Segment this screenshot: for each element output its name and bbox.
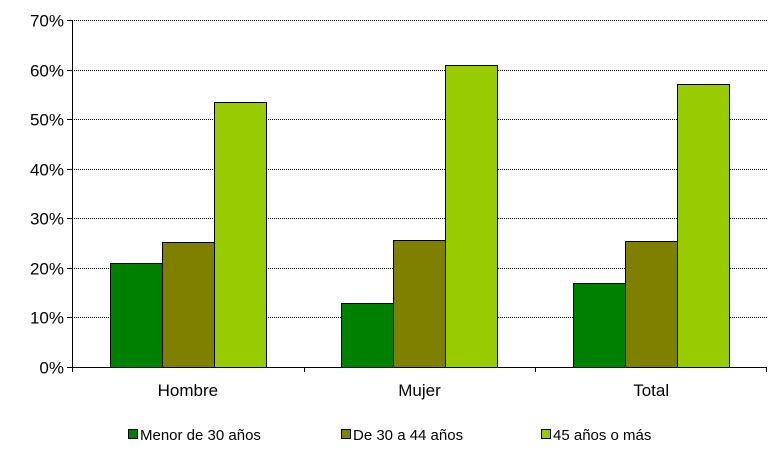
- bar-hombre-series-2: [162, 242, 215, 368]
- x-category-label: Mujer: [398, 381, 441, 400]
- y-tick-labels: 0% 10% 20% 30% 40% 50% 60% 70%: [30, 12, 64, 378]
- legend: Menor de 30 años De 30 a 44 años 45 años o…: [128, 427, 651, 444]
- y-tick-label: 30%: [30, 210, 64, 229]
- bar-mujer-series-3: [445, 65, 498, 368]
- legend-label: Menor de 30 años: [140, 427, 261, 444]
- bar-total-series-1: [573, 283, 626, 368]
- x-category-labels: Hombre Mujer Total: [158, 381, 670, 400]
- legend-label: 45 años o más: [553, 427, 651, 444]
- legend-swatch: [541, 429, 551, 439]
- y-tick-label: 60%: [30, 62, 64, 81]
- legend-label: De 30 a 44 años: [353, 427, 463, 444]
- legend-swatch: [341, 429, 351, 439]
- x-category-label: Hombre: [158, 381, 218, 400]
- y-tick-label: 0%: [39, 359, 64, 378]
- axes: [67, 20, 767, 372]
- bar-total-series-3: [677, 84, 730, 368]
- legend-swatch: [128, 429, 138, 439]
- bar-hombre-series-1: [110, 263, 163, 368]
- y-tick-label: 70%: [30, 12, 64, 31]
- bar-mujer-series-1: [341, 303, 394, 368]
- bar-total-series-2: [625, 241, 678, 368]
- x-category-label: Total: [633, 381, 669, 400]
- bar-mujer-series-2: [393, 240, 446, 368]
- y-tick-label: 10%: [30, 309, 64, 328]
- y-tick-label: 20%: [30, 260, 64, 279]
- bars: [110, 65, 730, 368]
- y-tick-label: 50%: [30, 111, 64, 130]
- y-tick-label: 40%: [30, 161, 64, 180]
- bar-hombre-series-3: [214, 102, 267, 368]
